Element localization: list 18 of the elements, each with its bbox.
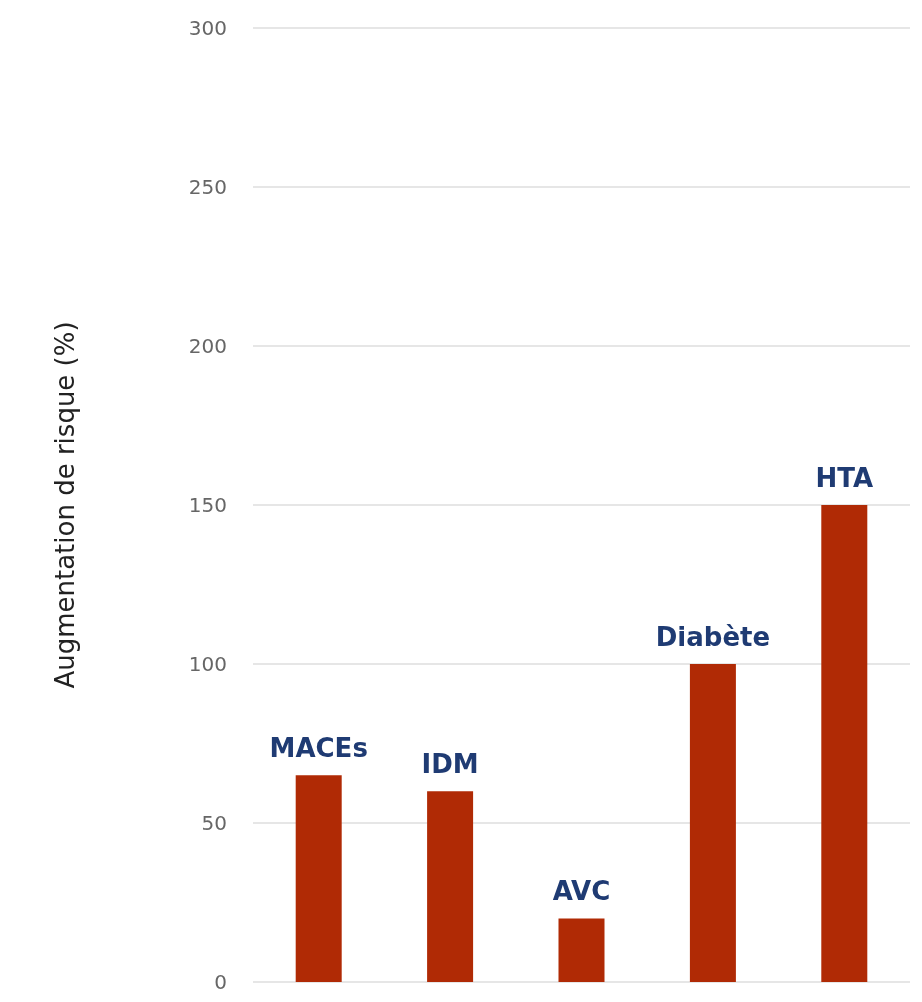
x-tick-label: IDM (421, 749, 479, 780)
x-tick-label: HTA (815, 463, 874, 493)
y-tick-label: 50 (201, 811, 227, 835)
y-tick-label: 250 (188, 175, 227, 199)
y-tick-label: 150 (188, 493, 227, 517)
x-tick-label: Diabète (655, 622, 771, 652)
y-tick-label: 0 (214, 970, 227, 994)
y-tick-label: 200 (188, 334, 227, 358)
bar (558, 918, 605, 982)
y-axis-title: Augmentation de risque (%) (50, 321, 80, 689)
bar (295, 775, 342, 982)
x-tick-label: MACEs (269, 733, 368, 764)
y-tick-label: 100 (188, 652, 227, 676)
y-tick-label: 300 (188, 16, 227, 40)
bar (427, 791, 474, 982)
x-tick-label: AVC (552, 876, 611, 907)
bar (821, 505, 868, 982)
bar (689, 664, 736, 982)
